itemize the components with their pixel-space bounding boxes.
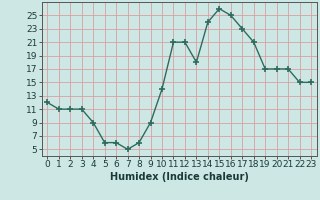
X-axis label: Humidex (Indice chaleur): Humidex (Indice chaleur) xyxy=(110,172,249,182)
